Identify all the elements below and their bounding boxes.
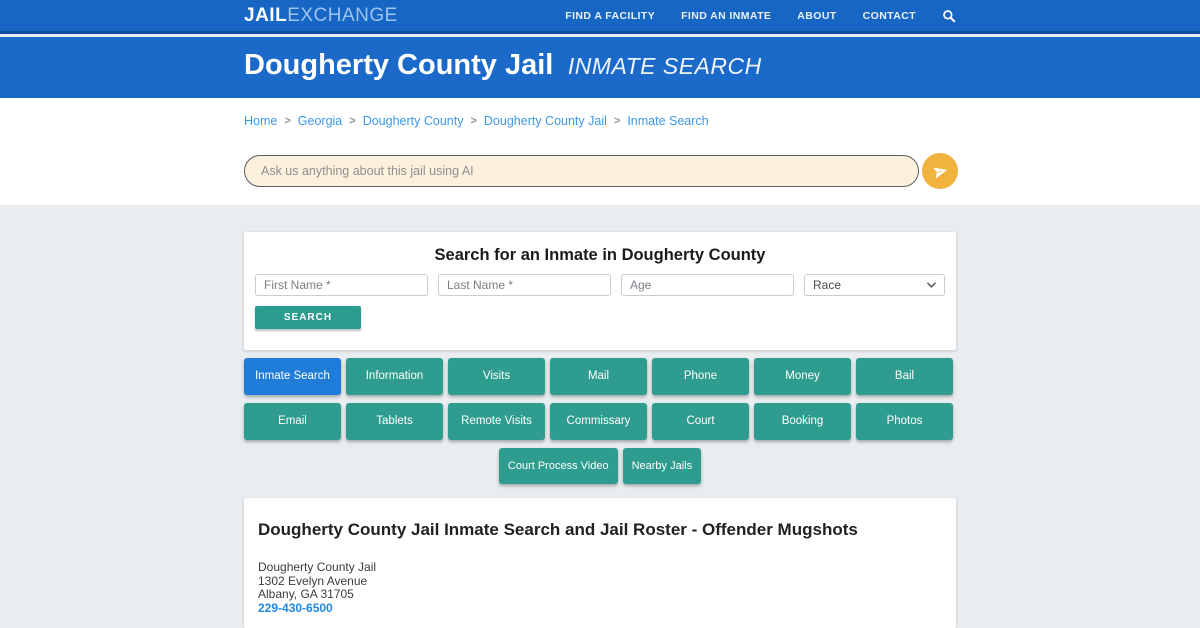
jail-info-card: Dougherty County Jail Inmate Search and … [244,498,956,628]
search-button[interactable]: SEARCH [255,306,361,329]
top-header: JAILEXCHANGE FIND A FACILITY FIND AN INMA… [0,0,1200,34]
jailexchange-logo[interactable]: JAILEXCHANGE [244,5,398,27]
grid-button-email[interactable]: Email [244,403,341,440]
race-select[interactable]: Race [804,274,945,296]
grid-button-court-process-video[interactable]: Court Process Video [498,448,618,484]
ai-search-row [244,153,958,189]
logo-jail-text: JAIL [244,4,288,26]
grid-button-money[interactable]: Money [754,358,851,395]
grid-button-booking[interactable]: Booking [754,403,851,440]
grid-button-inmate-search[interactable]: Inmate Search [244,358,341,395]
inmate-search-card: Search for an Inmate in Dougherty County… [244,232,956,350]
breadcrumb-link-georgia[interactable]: Georgia [297,114,343,128]
nav-link-about[interactable]: ABOUT [797,9,837,22]
breadcrumb-separator: > [284,115,291,127]
address-line: Dougherty County Jail [258,560,377,574]
nav-grid-extra: Court Process Video Nearby Jails [244,448,956,484]
jail-address: Dougherty County Jail 1302 Evelyn Avenue A… [244,540,956,616]
grid-button-mail[interactable]: Mail [550,358,647,395]
breadcrumb-link-dougherty-county[interactable]: Dougherty County [362,114,464,128]
page-subtitle: INMATE SEARCH [567,53,762,79]
breadcrumb-section: Home > Georgia > Dougherty County > Dougherty … [0,98,1200,205]
search-fields: Race [255,274,945,296]
breadcrumb-separator: > [470,115,477,127]
search-card-title: Search for an Inmate in Dougherty County [434,246,766,264]
grid-button-bail[interactable]: Bail [856,358,953,395]
page-banner: Dougherty County Jail INMATE SEARCH [0,37,1200,98]
breadcrumb-link-home[interactable]: Home [244,114,278,128]
chevron-down-icon [927,282,936,288]
grid-button-nearby-jails[interactable]: Nearby Jails [622,448,702,484]
send-icon [930,163,949,180]
breadcrumb-separator: > [349,115,356,127]
info-heading: Dougherty County Jail Inmate Search and … [258,520,858,539]
grid-button-information[interactable]: Information [346,358,443,395]
grid-button-remote-visits[interactable]: Remote Visits [448,403,545,440]
race-select-value: Race [813,278,842,292]
grid-button-phone[interactable]: Phone [652,358,749,395]
logo-exchange-text: EXCHANGE [287,4,398,26]
phone-link[interactable]: 229-430-6500 [258,601,333,616]
nav-link-find-a-facility[interactable]: FIND A FACILITY [565,9,656,22]
page-title: Dougherty County Jail [244,49,554,81]
grid-button-photos[interactable]: Photos [856,403,953,440]
breadcrumb-link-inmate-search[interactable]: Inmate Search [627,114,709,128]
search-icon[interactable] [942,9,956,23]
grid-button-visits[interactable]: Visits [448,358,545,395]
address-line: 1302 Evelyn Avenue [258,573,368,588]
top-nav: FIND A FACILITY FIND AN INMATE ABOUT CONTAC… [565,9,956,23]
nav-link-contact[interactable]: CONTACT [862,9,916,22]
breadcrumb-separator: > [613,115,621,127]
address-lines: Dougherty County Jail 1302 Evelyn Avenue A… [258,560,942,602]
breadcrumb: Home > Georgia > Dougherty County > Dougherty … [244,98,956,128]
nav-grid: Inmate Search Information Visits Mail Phone M… [244,358,959,440]
ai-send-button[interactable] [922,153,958,189]
grid-button-court[interactable]: Court [652,403,749,440]
ai-search-input[interactable] [244,155,919,187]
grid-button-commissary[interactable]: Commissary [550,403,647,440]
age-field[interactable] [621,274,794,296]
last-name-field[interactable] [438,274,611,296]
address-line: Albany, GA 31705 [258,587,354,602]
breadcrumb-link-dougherty-county-jail[interactable]: Dougherty County Jail [483,114,607,128]
first-name-field[interactable] [255,274,428,296]
grid-button-tablets[interactable]: Tablets [346,403,443,440]
nav-link-find-an-inmate[interactable]: FIND AN INMATE [681,9,772,22]
